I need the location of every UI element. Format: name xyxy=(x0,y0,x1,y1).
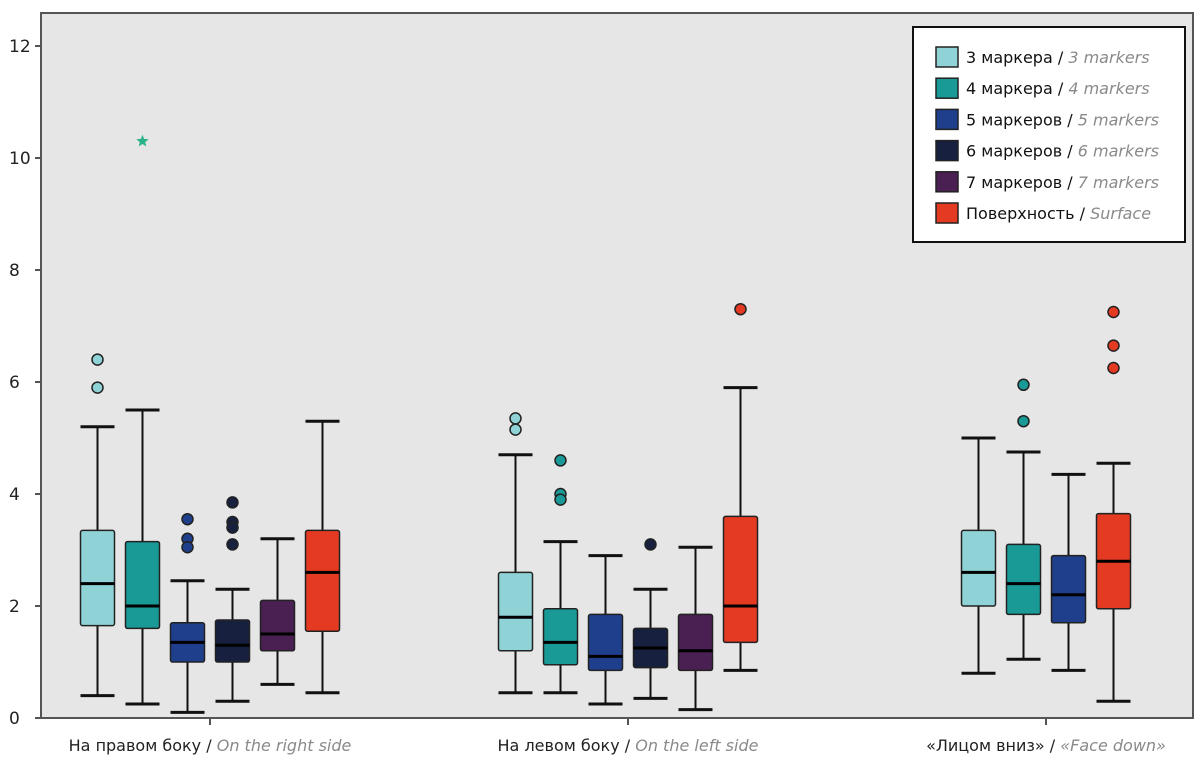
box-plot-3-markers xyxy=(79,353,116,698)
box-iqr xyxy=(960,529,997,607)
y-tick-label: 12 xyxy=(9,37,31,57)
legend-swatch xyxy=(935,171,959,193)
legend-label: 3 маркера / 3 markers xyxy=(966,48,1150,67)
box-iqr xyxy=(214,619,251,663)
outlier-point xyxy=(1107,361,1120,375)
legend-item: 5 маркеров / 5 markers xyxy=(935,108,1159,131)
box-iqr xyxy=(542,608,579,666)
box-plot-5-markers xyxy=(169,512,206,714)
legend-item: 6 маркеров / 6 markers xyxy=(935,139,1159,162)
box-plot-6-markers xyxy=(214,496,251,703)
legend: 3 маркера / 3 markers 4 маркера / 4 marke… xyxy=(912,26,1186,243)
x-category-label: На левом боку / On the left side xyxy=(498,736,759,755)
box-plot-5-markers xyxy=(587,554,624,706)
outlier-point xyxy=(554,493,567,506)
outlier-point xyxy=(1107,339,1120,352)
legend-swatch xyxy=(935,77,959,99)
box-iqr xyxy=(587,613,624,672)
legend-item: 4 маркера / 4 markers xyxy=(935,77,1150,99)
outlier-point xyxy=(509,412,522,425)
box-plot-surface xyxy=(304,419,341,695)
y-axis: 0 2 4 6 8 10 12 xyxy=(9,37,41,729)
outlier-point xyxy=(509,423,522,436)
box-plot-surface xyxy=(1095,305,1132,703)
outlier-point xyxy=(226,521,239,534)
outlier-point xyxy=(554,454,567,467)
legend-item: Поверхность / Surface xyxy=(935,202,1151,224)
legend-item: 3 маркера / 3 markers xyxy=(935,46,1150,68)
legend-label: Поверхность / Surface xyxy=(966,204,1151,223)
outlier-point xyxy=(226,496,239,509)
outlier-point xyxy=(226,538,239,551)
box-plot-4-markers xyxy=(1005,378,1042,661)
box-iqr xyxy=(1050,554,1087,624)
outlier-point xyxy=(644,538,657,551)
legend-swatch xyxy=(935,202,959,224)
outlier-point xyxy=(1107,305,1120,319)
y-tick-label: 6 xyxy=(9,373,20,393)
box-plot-3-markers xyxy=(497,412,534,695)
box-iqr xyxy=(722,515,759,644)
y-tick-label: 2 xyxy=(9,597,20,617)
box-iqr xyxy=(124,540,161,630)
outlier-point xyxy=(181,512,194,526)
box-iqr xyxy=(79,529,116,627)
outlier-point xyxy=(1017,378,1030,392)
box-plot-3-markers xyxy=(960,436,997,675)
box-iqr xyxy=(304,529,341,632)
x-category-label: «Лицом вниз» / «Face down» xyxy=(926,736,1166,755)
x-category-label: На правом боку / On the right side xyxy=(69,736,352,755)
outlier-point xyxy=(734,302,747,316)
legend-label: 6 маркеров / 6 markers xyxy=(966,142,1159,161)
plot-area-border xyxy=(40,12,1194,719)
box-iqr xyxy=(1005,543,1042,616)
extreme-point-star xyxy=(136,134,149,147)
box-plot-4-markers xyxy=(124,134,161,706)
legend-swatch xyxy=(935,108,959,131)
box-iqr xyxy=(677,613,714,672)
y-tick-label: 0 xyxy=(9,709,20,729)
box-iqr xyxy=(497,571,534,652)
box-plot-7-markers xyxy=(259,537,296,686)
legend-item: 7 маркеров / 7 markers xyxy=(935,171,1159,193)
outlier-point xyxy=(181,540,194,554)
x-axis: На правом боку / On the right side На лев… xyxy=(69,718,1166,755)
legend-swatch xyxy=(935,139,959,162)
box-plot-4-markers xyxy=(542,454,579,695)
outlier-point xyxy=(1017,414,1030,428)
outlier-point xyxy=(91,353,104,366)
legend-swatch xyxy=(935,46,959,68)
y-tick-label: 8 xyxy=(9,261,20,281)
box-series-group xyxy=(79,134,1132,714)
y-tick-label: 4 xyxy=(9,485,20,505)
legend-label: 7 маркеров / 7 markers xyxy=(966,173,1159,192)
legend-label: 5 маркеров / 5 markers xyxy=(966,110,1159,129)
box-iqr xyxy=(259,599,296,652)
box-plot-5-markers xyxy=(1050,472,1087,672)
box-plot-6-markers xyxy=(632,538,669,700)
box-plot-surface xyxy=(722,302,759,672)
box-plot-7-markers xyxy=(677,545,714,712)
y-tick-label: 10 xyxy=(9,149,31,169)
outlier-point xyxy=(91,381,104,394)
legend-label: 4 маркера / 4 markers xyxy=(966,79,1150,98)
